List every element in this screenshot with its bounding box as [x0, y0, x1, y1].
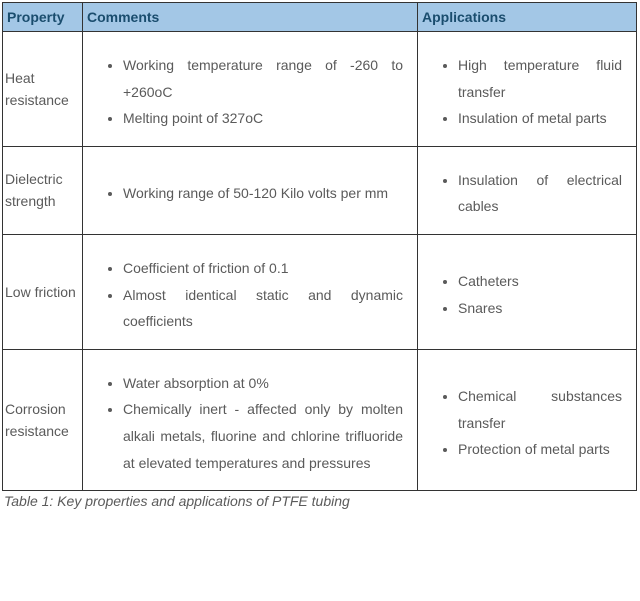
list-item: Chemical substances transfer: [458, 383, 636, 436]
list-item: Insulation of metal parts: [458, 105, 636, 132]
comments-list: Coefficient of friction of 0.1Almost ide…: [83, 255, 417, 335]
applications-list: High temperature fluid transferInsulatio…: [418, 52, 636, 132]
applications-cell: Chemical substances transferProtection o…: [418, 349, 637, 490]
property-cell: Dielectric strength: [3, 146, 83, 234]
list-item: High temperature fluid transfer: [458, 52, 636, 105]
list-item: Water absorption at 0%: [123, 370, 417, 397]
header-comments: Comments: [83, 3, 418, 32]
table-header-row: Property Comments Applications: [3, 3, 637, 32]
table-row: Low frictionCoefficient of friction of 0…: [3, 234, 637, 349]
list-item: Snares: [458, 295, 636, 322]
list-item: Coefficient of friction of 0.1: [123, 255, 417, 282]
table-body: Heat resistance Working temperature range…: [3, 32, 637, 491]
applications-cell: Insulation of electrical cables: [418, 146, 637, 234]
list-item: Protection of metal parts: [458, 436, 636, 463]
table-caption: Table 1: Key properties and applications…: [0, 491, 640, 509]
list-item: Chemically inert - affected only by molt…: [123, 396, 417, 476]
applications-list: CathetersSnares: [418, 268, 636, 321]
header-property: Property: [3, 3, 83, 32]
comments-list: Working range of 50-120 Kilo volts per m…: [83, 180, 417, 207]
list-item: Almost identical static and dynamic coef…: [123, 282, 417, 335]
properties-table: Property Comments Applications Heat resi…: [2, 2, 637, 491]
comments-cell: Working range of 50-120 Kilo volts per m…: [83, 146, 418, 234]
list-item: Insulation of electrical cables: [458, 167, 636, 220]
comments-cell: Coefficient of friction of 0.1Almost ide…: [83, 234, 418, 349]
property-cell: Low friction: [3, 234, 83, 349]
table-row: Corrosion resistanceWater absorption at …: [3, 349, 637, 490]
list-item: Catheters: [458, 268, 636, 295]
comments-list: Water absorption at 0%Chemically inert -…: [83, 370, 417, 476]
header-applications: Applications: [418, 3, 637, 32]
table-row: Dielectric strength Working range of 50-1…: [3, 146, 637, 234]
list-item: Melting point of 327oC: [123, 105, 417, 132]
property-cell: Heat resistance: [3, 32, 83, 147]
applications-cell: CathetersSnares: [418, 234, 637, 349]
property-cell: Corrosion resistance: [3, 349, 83, 490]
applications-cell: High temperature fluid transferInsulatio…: [418, 32, 637, 147]
list-item: Working temperature range of -260 to +26…: [123, 52, 417, 105]
applications-list: Insulation of electrical cables: [418, 167, 636, 220]
table-row: Heat resistance Working temperature range…: [3, 32, 637, 147]
comments-cell: Water absorption at 0%Chemically inert -…: [83, 349, 418, 490]
list-item: Working range of 50-120 Kilo volts per m…: [123, 180, 417, 207]
comments-list: Working temperature range of -260 to +26…: [83, 52, 417, 132]
comments-cell: Working temperature range of -260 to +26…: [83, 32, 418, 147]
applications-list: Chemical substances transferProtection o…: [418, 383, 636, 463]
